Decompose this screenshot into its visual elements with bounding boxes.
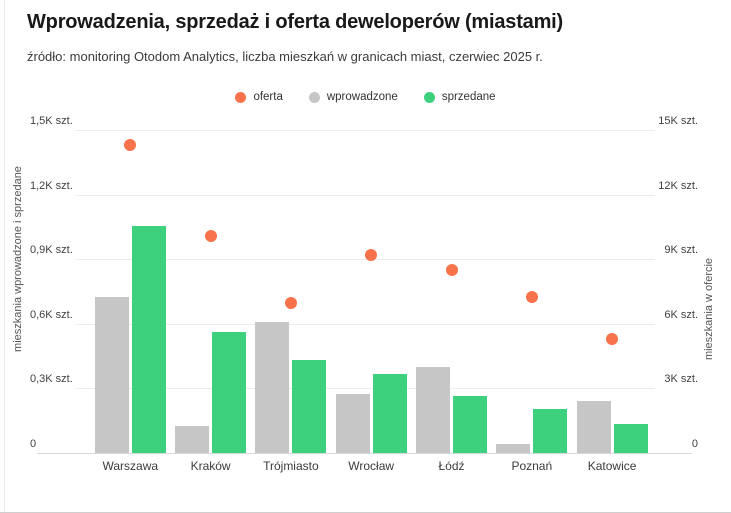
left-axis-tick-label: 0,6K szt. xyxy=(30,308,73,321)
right-axis-title: mieszkania w ofercie xyxy=(703,257,715,361)
oferta-circle-icon xyxy=(235,91,247,103)
chart-subtitle: źródło: monitoring Otodom Analytics, lic… xyxy=(27,49,543,64)
dot-oferta-d[interactable] xyxy=(445,263,458,276)
bar-wprowadzone-d[interactable] xyxy=(416,366,450,453)
right-axis-tick-label: 9K szt. xyxy=(664,244,698,257)
bar-wprowadzone-trjmiasto[interactable] xyxy=(255,321,290,453)
x-axis-label-warszawa: Warszawa xyxy=(102,459,159,473)
bar-sprzedane-trjmiasto[interactable] xyxy=(292,360,327,453)
right-axis-tick-label: 0 xyxy=(691,438,698,450)
gridline xyxy=(75,130,655,131)
x-axis-label-d: Łódź xyxy=(438,459,465,473)
left-axis-title: mieszkania wprowadzone i sprzedane xyxy=(12,166,24,352)
gridline xyxy=(75,194,655,196)
gridline xyxy=(75,259,655,261)
legend-item-oferta[interactable]: oferta xyxy=(235,91,283,103)
right-axis-tick-label: 15K szt. xyxy=(658,115,698,127)
left-axis-tick-label: 0 xyxy=(30,438,37,450)
bar-wprowadzone-warszawa[interactable] xyxy=(94,296,129,453)
dot-oferta-warszawa[interactable] xyxy=(124,139,137,152)
left-axis-tick-label: 0,9K szt. xyxy=(30,244,73,257)
bar-wprowadzone-krakw[interactable] xyxy=(175,426,210,453)
x-axis-label-pozna: Poznań xyxy=(511,459,553,473)
dot-oferta-pozna[interactable] xyxy=(525,290,538,303)
legend-label: wprowadzone xyxy=(326,91,398,103)
right-axis-tick-label: 12K szt. xyxy=(658,179,698,192)
left-axis-tick-label: 1,5K szt. xyxy=(30,115,73,127)
dot-oferta-trjmiasto[interactable] xyxy=(284,297,297,310)
bar-wprowadzone-katowice[interactable] xyxy=(576,401,611,453)
dot-oferta-krakw[interactable] xyxy=(204,229,217,242)
right-axis-tick-label: 6K szt. xyxy=(664,308,698,321)
x-axis-label-krakw: Kraków xyxy=(190,459,231,473)
bar-sprzedane-pozna[interactable] xyxy=(533,408,568,453)
chart-title: Wprowadzenia, sprzedaż i oferta dewelope… xyxy=(27,11,563,33)
left-axis-tick-label: 0,3K szt. xyxy=(30,373,73,386)
legend-label: oferta xyxy=(253,91,283,103)
legend-item-sprzedane[interactable]: sprzedane xyxy=(423,91,496,103)
legend: oferta wprowadzone sprzedane xyxy=(0,91,731,103)
legend-label: sprzedane xyxy=(441,91,496,103)
dot-oferta-wrocaw[interactable] xyxy=(365,248,378,261)
bar-wprowadzone-pozna[interactable] xyxy=(496,444,531,453)
x-axis-label-wrocaw: Wrocław xyxy=(348,459,395,473)
dot-oferta-katowice[interactable] xyxy=(606,332,619,345)
sprzedane-circle-icon xyxy=(423,91,435,103)
right-axis-tick-label: 3K szt. xyxy=(664,373,698,386)
bar-sprzedane-d[interactable] xyxy=(453,395,487,453)
left-axis-tick-label: 1,2K szt. xyxy=(30,179,73,192)
gridline xyxy=(75,388,655,390)
bar-sprzedane-katowice[interactable] xyxy=(613,423,648,453)
x-axis-line xyxy=(37,453,692,454)
bar-sprzedane-wrocaw[interactable] xyxy=(372,374,407,453)
left-border-line xyxy=(4,0,5,513)
gridline xyxy=(75,323,655,325)
bar-sprzedane-krakw[interactable] xyxy=(212,332,247,453)
x-axis-label-trjmiasto: Trójmiasto xyxy=(263,459,319,473)
bar-wprowadzone-wrocaw[interactable] xyxy=(335,393,370,453)
wprowadzone-circle-icon xyxy=(308,91,320,103)
bar-sprzedane-warszawa[interactable] xyxy=(131,225,166,453)
x-axis-label-katowice: Katowice xyxy=(587,459,637,473)
legend-item-wprowadzone[interactable]: wprowadzone xyxy=(308,91,398,103)
